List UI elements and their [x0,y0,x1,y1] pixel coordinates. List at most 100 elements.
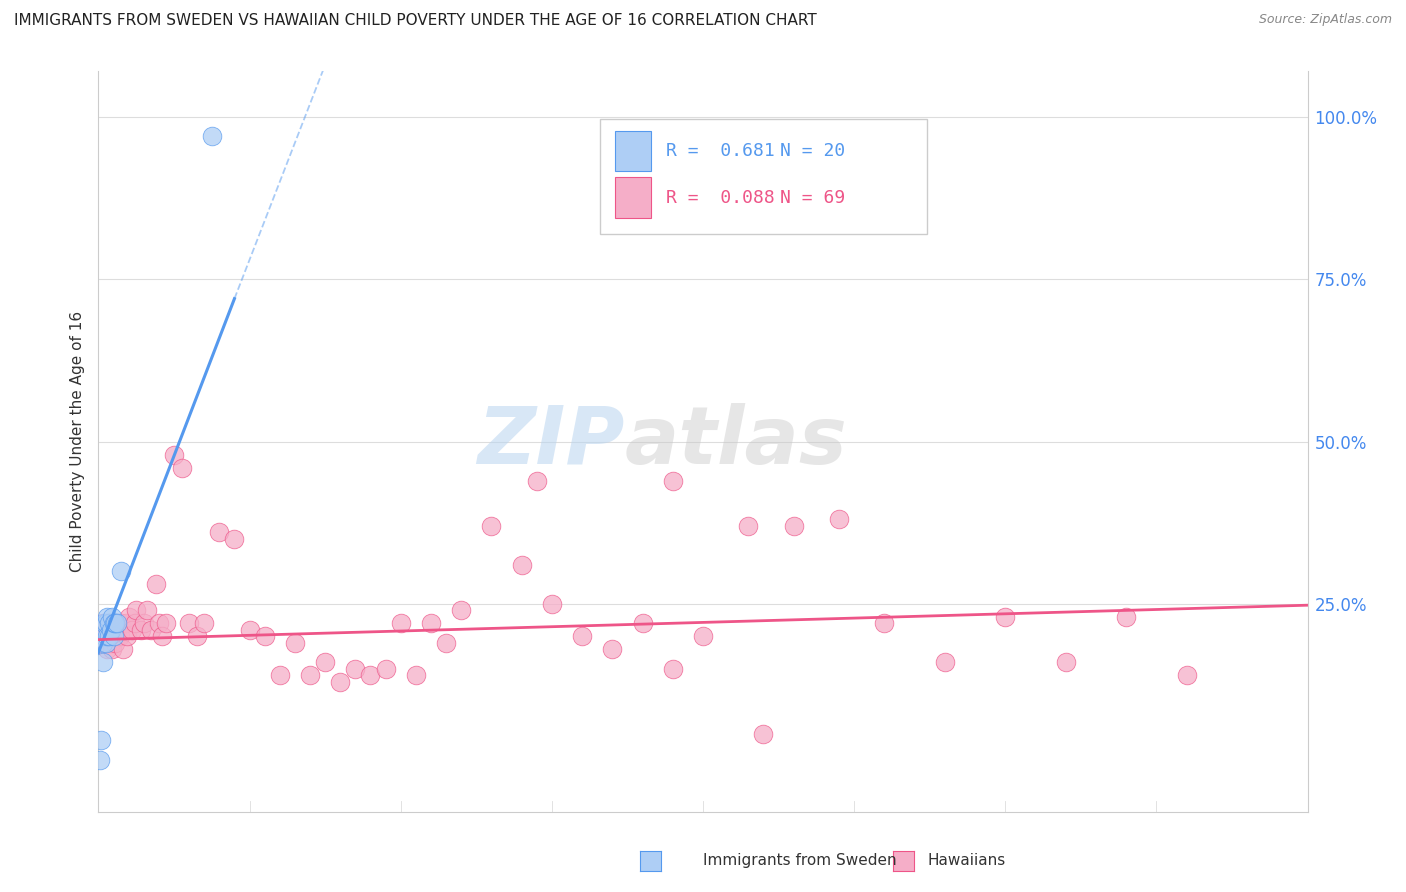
Point [344,662,367,676]
Point [994,610,1017,624]
Point [1054,656,1077,670]
Point [96,629,118,643]
Point [602,642,624,657]
Point [114,616,136,631]
Point [93,616,115,631]
Point [103,629,125,643]
Point [110,565,132,579]
Y-axis label: Child Poverty Under the Age of 16: Child Poverty Under the Age of 16 [69,311,84,572]
Text: N = 69: N = 69 [780,188,845,207]
Point [239,623,262,637]
Point [124,616,146,631]
Point [104,616,127,631]
Point [104,636,127,650]
Point [434,636,457,650]
Point [115,629,138,643]
Point [91,636,114,650]
Point [132,616,155,631]
Point [737,519,759,533]
Point [135,603,157,617]
Point [108,629,131,643]
Point [405,668,427,682]
Point [89,753,111,767]
Point [111,642,134,657]
Point [631,616,654,631]
Point [314,656,336,670]
Point [96,642,118,657]
Point [1115,610,1137,624]
Point [873,616,896,631]
Point [94,616,117,631]
Point [98,616,121,631]
Text: R =  0.681: R = 0.681 [665,142,775,160]
Point [170,460,193,475]
Point [145,577,167,591]
Point [105,616,128,631]
Point [571,629,593,643]
Text: ZIP: ZIP [477,402,624,481]
Point [150,629,173,643]
Text: Hawaiians: Hawaiians [928,854,1007,868]
Point [661,474,683,488]
Point [91,616,114,631]
Point [163,448,186,462]
Point [125,603,148,617]
Text: Source: ZipAtlas.com: Source: ZipAtlas.com [1258,13,1392,27]
Text: Immigrants from Sweden: Immigrants from Sweden [703,854,897,868]
Point [100,623,122,637]
Point [121,623,143,637]
Point [374,662,396,676]
Point [299,668,322,682]
Point [510,558,533,572]
Point [208,525,231,540]
Point [224,532,246,546]
Point [91,656,114,670]
Point [201,129,224,144]
Point [98,616,121,631]
Point [100,636,122,650]
Point [103,629,125,643]
FancyBboxPatch shape [614,178,651,218]
Point [186,629,208,643]
Point [284,636,307,650]
Point [692,629,714,643]
Point [193,616,215,631]
Point [107,616,129,631]
Point [828,512,851,526]
Point [360,668,382,682]
Point [98,629,121,643]
Point [105,623,128,637]
Point [93,629,115,643]
Point [96,610,118,624]
Point [148,616,170,631]
Point [101,642,124,657]
Point [179,616,201,631]
Point [141,623,163,637]
Point [129,623,152,637]
Point [94,629,117,643]
Text: N = 20: N = 20 [780,142,845,160]
Point [269,668,291,682]
Point [752,727,775,741]
Point [783,519,806,533]
Point [526,474,548,488]
Text: atlas: atlas [624,402,848,481]
Point [450,603,472,617]
FancyBboxPatch shape [600,120,927,235]
Point [481,519,503,533]
Point [155,616,177,631]
Text: R =  0.088: R = 0.088 [665,188,775,207]
Point [420,616,443,631]
Point [101,610,124,624]
Point [103,616,125,631]
Point [94,636,117,650]
Point [90,733,112,747]
Point [934,656,956,670]
Point [661,662,683,676]
Point [110,616,132,631]
FancyBboxPatch shape [614,130,651,171]
Text: IMMIGRANTS FROM SWEDEN VS HAWAIIAN CHILD POVERTY UNDER THE AGE OF 16 CORRELATION: IMMIGRANTS FROM SWEDEN VS HAWAIIAN CHILD… [14,13,817,29]
Point [1175,668,1198,682]
Point [329,674,352,689]
Point [540,597,562,611]
